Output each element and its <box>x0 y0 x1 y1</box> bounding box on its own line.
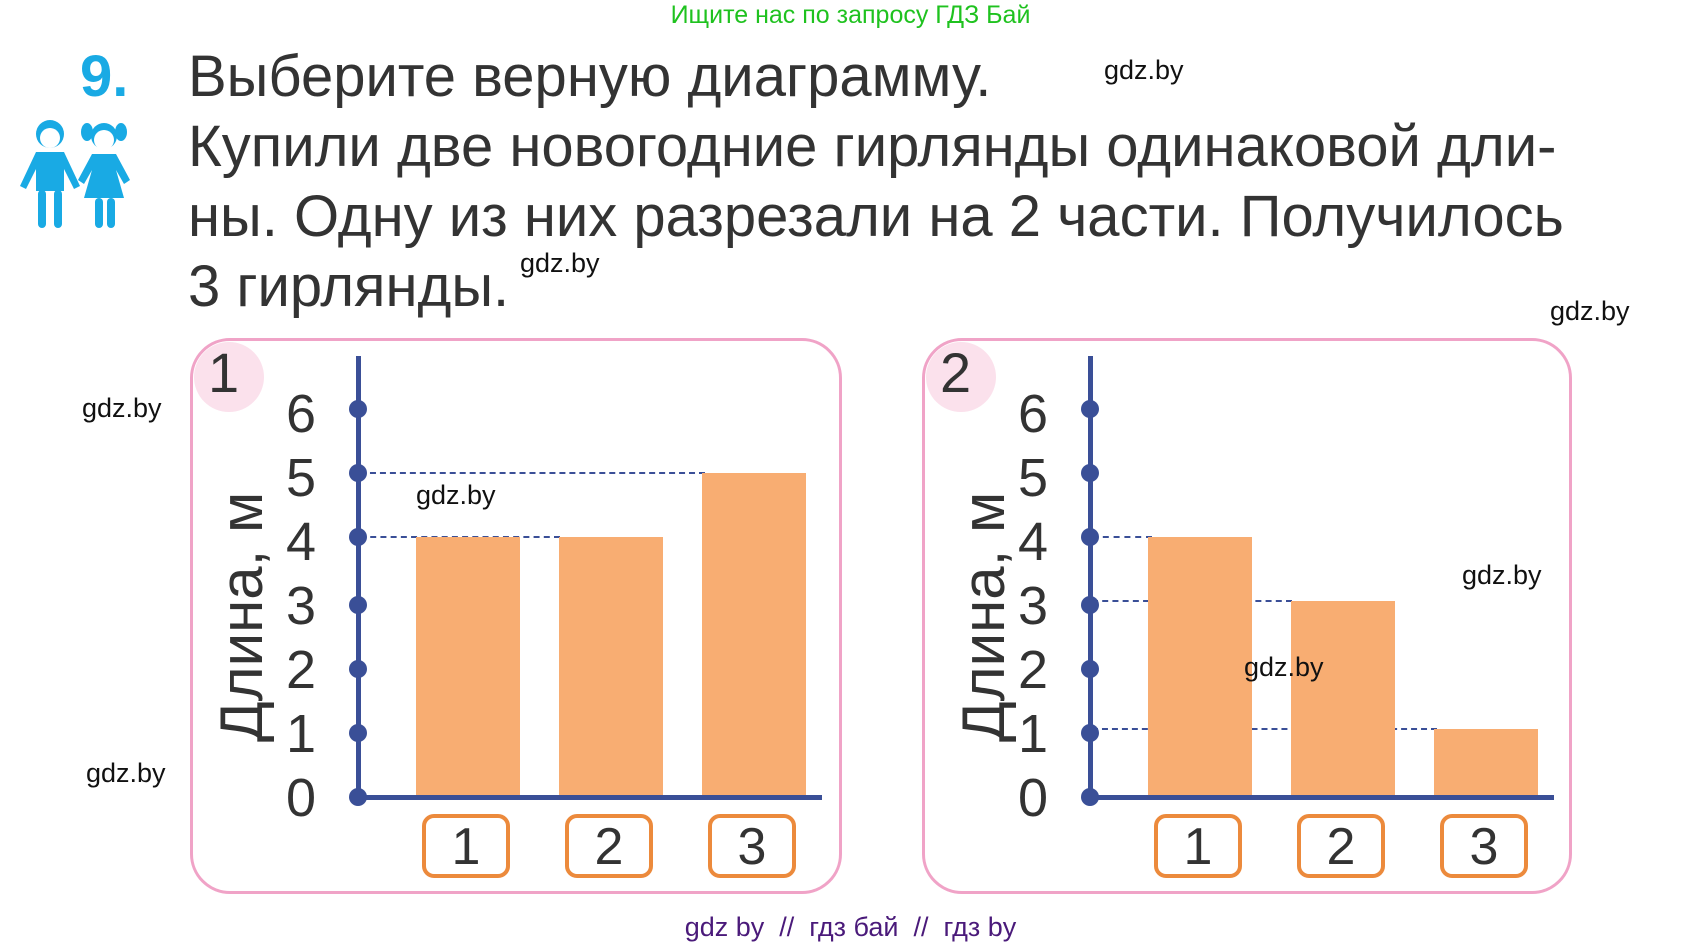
x-axis <box>356 795 822 800</box>
axis-dot <box>1081 400 1099 418</box>
bar-2 <box>1291 601 1395 797</box>
axis-dot <box>1081 596 1099 614</box>
bar-3 <box>702 473 806 797</box>
y-tick: 3 <box>1017 576 1049 636</box>
y-tick: 0 <box>285 768 317 828</box>
y-tick: 5 <box>285 448 317 508</box>
task-text-line-3: 3 гирлянды. <box>188 254 510 319</box>
axis-dot <box>349 788 367 806</box>
axis-dot <box>349 464 367 482</box>
watermark: gdz.by <box>1104 55 1184 85</box>
panel-badge-2: 2 <box>926 341 996 412</box>
axis-dot <box>1081 528 1099 546</box>
search-hint: Ищите нас по запросу ГДЗ Бай <box>670 1 1031 29</box>
task-number: 9. <box>80 44 129 109</box>
guide-line-4 <box>1092 536 1152 538</box>
y-tick: 0 <box>1017 768 1049 828</box>
x-label-3: 3 <box>708 814 796 878</box>
y-tick: 6 <box>285 384 317 444</box>
y-tick: 6 <box>1017 384 1049 444</box>
y-axis <box>1088 356 1093 800</box>
y-tick: 4 <box>1017 512 1049 572</box>
task-text-line-1: Купили две новогодние гирлянды одинаково… <box>188 114 1557 179</box>
x-label-1: 1 <box>422 814 510 878</box>
watermark: gdz.by <box>82 393 162 423</box>
watermark: gdz.by <box>86 758 166 788</box>
y-tick: 3 <box>285 576 317 636</box>
x-label-2: 2 <box>1297 814 1385 878</box>
axis-dot <box>349 660 367 678</box>
axis-dot <box>349 596 367 614</box>
y-tick: 2 <box>1017 640 1049 700</box>
axis-dot <box>349 400 367 418</box>
axis-dot <box>349 528 367 546</box>
watermark: gdz.by <box>1462 560 1542 590</box>
axis-dot <box>349 724 367 742</box>
y-axis <box>356 356 361 800</box>
axis-dot <box>1081 464 1099 482</box>
y-axis-label: Длина, м <box>208 491 275 742</box>
bar-1 <box>416 537 520 797</box>
axis-dot <box>1081 788 1099 806</box>
axis-dot <box>1081 660 1099 678</box>
x-axis <box>1088 795 1554 800</box>
y-tick: 2 <box>285 640 317 700</box>
footer-watermark: gdz by // гдз бай // гдз by <box>684 912 1017 942</box>
task-title: Выберите верную диаграмму. <box>188 44 992 109</box>
bar-3 <box>1434 729 1538 797</box>
y-tick: 5 <box>1017 448 1049 508</box>
x-label-1: 1 <box>1154 814 1242 878</box>
watermark: gdz.by <box>1244 652 1324 682</box>
x-label-2: 2 <box>565 814 653 878</box>
x-label-3: 3 <box>1440 814 1528 878</box>
watermark: gdz.by <box>1550 296 1630 326</box>
task-text-line-2: ны. Одну из них разрезали на 2 части. По… <box>188 184 1564 249</box>
watermark: gdz.by <box>520 248 600 278</box>
bar-2 <box>559 537 663 797</box>
panel-badge-1: 1 <box>194 341 264 412</box>
watermark: gdz.by <box>416 480 496 510</box>
y-tick: 4 <box>285 512 317 572</box>
y-axis-label: Длина, м <box>950 491 1017 742</box>
guide-line-5 <box>360 472 705 474</box>
children-icon <box>18 118 142 230</box>
y-tick: 1 <box>285 704 317 764</box>
bar-1 <box>1148 537 1252 797</box>
axis-dot <box>1081 724 1099 742</box>
y-tick: 1 <box>1017 704 1049 764</box>
guide-line-1 <box>1092 728 1437 730</box>
